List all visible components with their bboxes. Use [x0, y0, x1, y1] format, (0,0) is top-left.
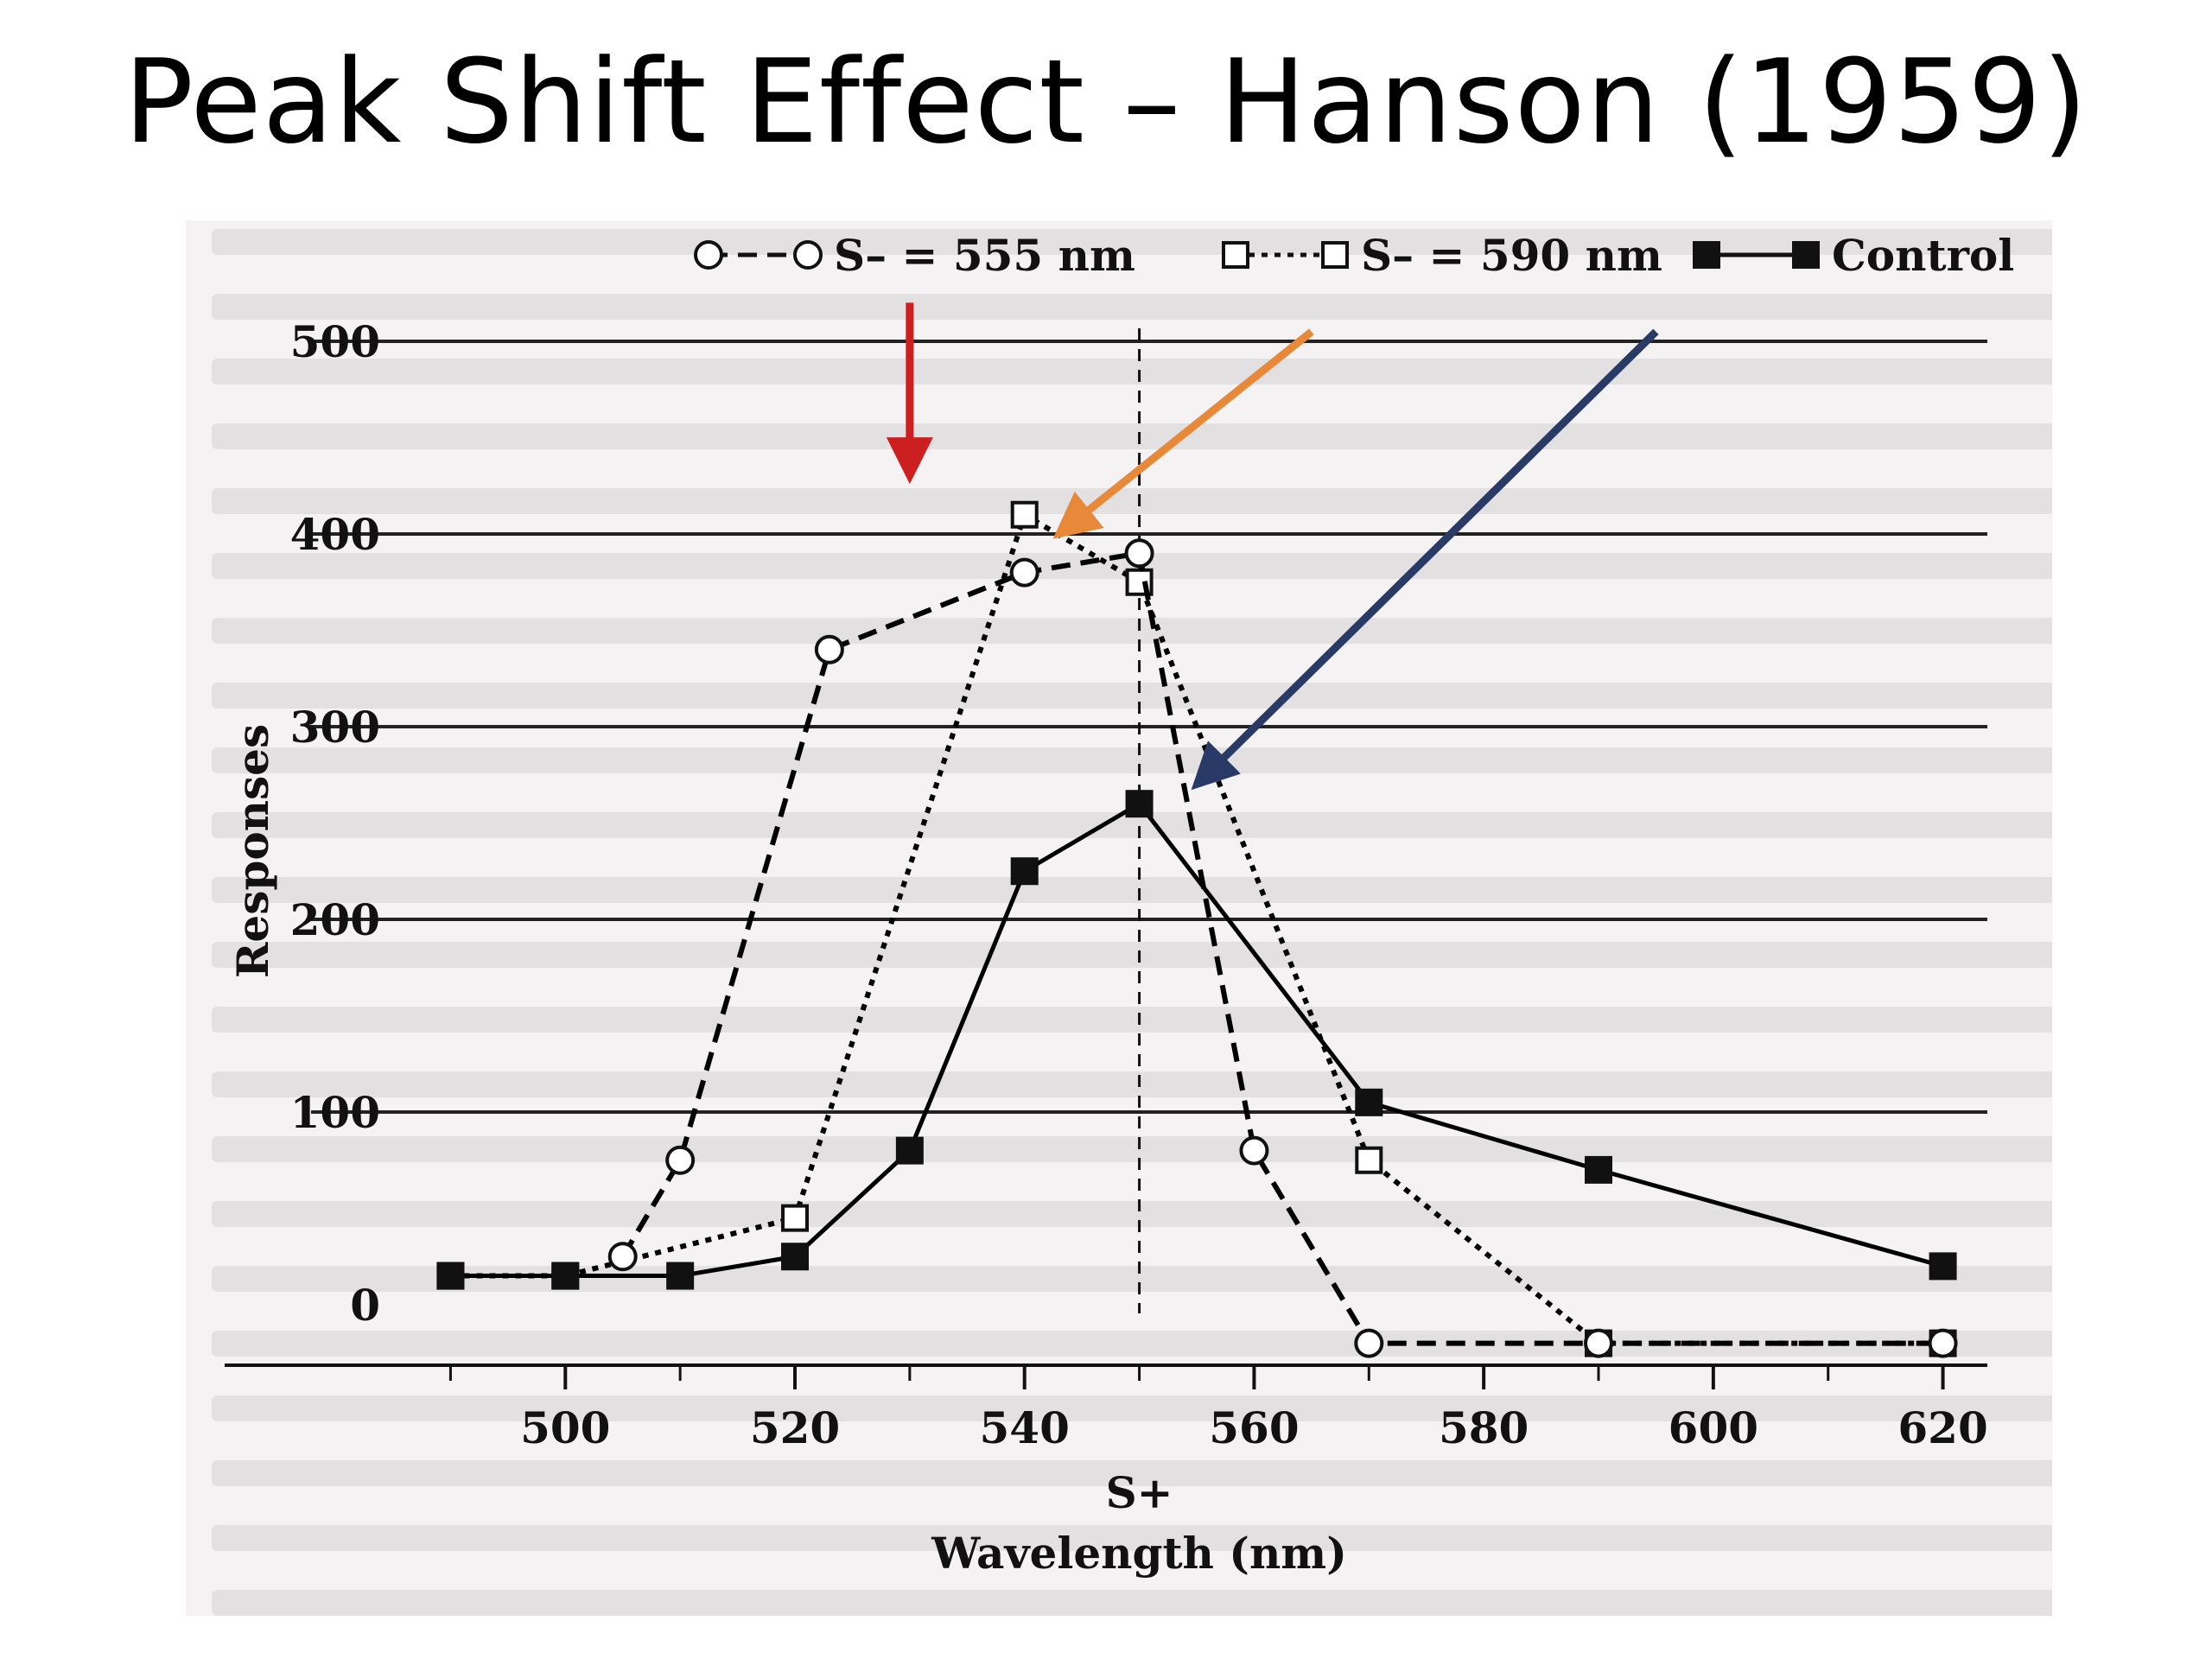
marker-open-circle [1928, 1328, 1958, 1358]
series-line [620, 550, 1943, 1346]
slide-title: Peak Shift Effect – Hanson (1959) [124, 35, 2088, 169]
bleed-through-text [186, 220, 2052, 1616]
marker-open-circle [1124, 538, 1154, 569]
marker-open-circle [694, 240, 723, 270]
marker-open-circle [793, 240, 823, 270]
legend-entry: Control [1693, 230, 2014, 281]
series-filled-square [436, 790, 1957, 1290]
marker-open-square [1010, 500, 1039, 529]
x-tick-label: 540 [980, 1402, 1070, 1453]
marker-open-circle [607, 1242, 638, 1272]
marker-open-circle [665, 1145, 696, 1175]
x-tick-label: 520 [750, 1402, 840, 1453]
gridlines [311, 340, 1987, 1114]
x-axis-title: Wavelength (nm) [931, 1528, 1347, 1579]
y-tick-label: 300 [290, 702, 380, 753]
marker-filled-square [895, 1136, 924, 1165]
legend: S– = 555 nm S– = 590 nm Control [694, 230, 2014, 281]
axes: 0 100 200 300 400 500 500 520 540 560 580 600 620 S+ W… [225, 316, 1988, 1579]
marker-filled-square [781, 1243, 809, 1271]
marker-filled-square [1929, 1252, 1957, 1281]
marker-filled-square [1355, 1088, 1383, 1116]
y-tick-label: 500 [290, 316, 380, 367]
marker-open-square [1355, 1146, 1383, 1174]
orange-arrow [1052, 328, 1314, 539]
x-tick-label: 560 [1209, 1402, 1299, 1453]
marker-open-circle [1009, 557, 1039, 588]
series-open-square [436, 500, 1957, 1357]
legend-label: S– = 590 nm [1361, 230, 1662, 281]
marker-filled-square [1792, 241, 1820, 269]
series [436, 500, 1958, 1358]
series-line [450, 512, 1943, 1346]
marker-open-circle [1354, 1328, 1384, 1358]
x-tick-label: 620 [1897, 1402, 1987, 1453]
marker-filled-square [1585, 1155, 1612, 1184]
marker-open-square [1222, 241, 1249, 269]
marker-filled-square [1010, 857, 1039, 886]
marker-open-square [1321, 241, 1349, 269]
marker-open-square [781, 1204, 809, 1232]
legend-label: Control [1832, 230, 2014, 281]
marker-filled-square [436, 1262, 465, 1290]
x-tick-label: 500 [520, 1402, 610, 1453]
marker-open-circle [814, 634, 844, 664]
marker-open-circle [1584, 1328, 1613, 1358]
y-tick-label: 200 [290, 894, 380, 945]
y-tick-label: 0 [350, 1280, 380, 1331]
marker-filled-square [551, 1262, 580, 1290]
series-open-circle [607, 538, 1958, 1358]
y-tick-label: 100 [290, 1087, 380, 1138]
legend-entry: S– = 590 nm [1222, 230, 1662, 281]
legend-label: S– = 555 nm [834, 230, 1135, 281]
x-tick-label: 600 [1669, 1402, 1758, 1453]
x-tick-label: 580 [1439, 1402, 1529, 1453]
annotations [886, 302, 1659, 791]
marker-filled-square [666, 1262, 695, 1290]
blue-arrow [1191, 328, 1659, 791]
y-axis-title: Responses [227, 724, 278, 978]
splus-label: S+ [1106, 1467, 1173, 1518]
marker-open-circle [1239, 1135, 1269, 1166]
legend-entry: S– = 555 nm [694, 230, 1135, 281]
series-line [450, 801, 1944, 1279]
y-tick-label: 400 [290, 509, 380, 560]
marker-filled-square [1693, 241, 1720, 269]
marker-filled-square [1125, 790, 1154, 818]
